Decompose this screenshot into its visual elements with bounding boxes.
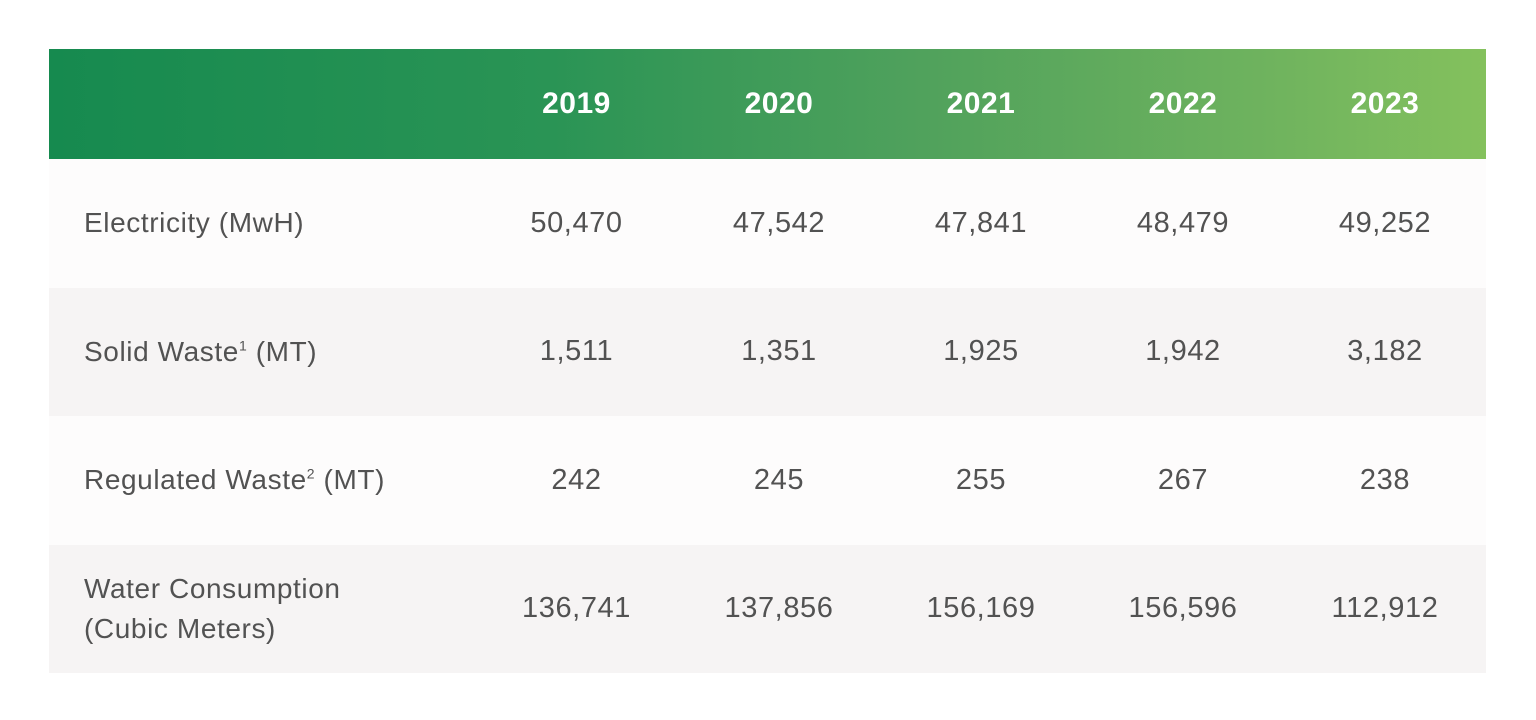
table-header: 2019 2020 2021 2022 2023 — [49, 49, 1486, 159]
year-header-2021: 2021 — [946, 87, 1016, 120]
table-row-solid-waste: Solid Waste1 (MT) 1,511 1,351 1,925 1,94… — [49, 287, 1486, 416]
table-cell: 48,479 — [1136, 206, 1230, 239]
table-cell: 47,542 — [732, 206, 826, 239]
table-cell: 245 — [753, 463, 805, 496]
label-unit: (MT) — [315, 464, 385, 496]
table-cell: 238 — [1359, 463, 1411, 496]
table-cell: 137,856 — [724, 592, 834, 625]
label-text: Solid Waste — [84, 335, 239, 367]
table-cell: 1,925 — [943, 335, 1019, 368]
year-header-2020: 2020 — [744, 87, 814, 120]
table-cell: 255 — [955, 463, 1007, 496]
table-cell: 242 — [551, 463, 602, 496]
table-row-electricity: Electricity (MwH) 50,470 47,542 47,841 4… — [49, 159, 1486, 288]
table-row-regulated-waste: Regulated Waste2 (MT) 242 245 255 267 23… — [49, 416, 1486, 545]
year-header-2023: 2023 — [1350, 87, 1420, 120]
row-label-solid-waste: Solid Waste1 (MT) — [49, 332, 475, 372]
table-cell: 49,252 — [1338, 206, 1432, 239]
label-unit: (MT) — [247, 335, 318, 367]
table-cell: 112,912 — [1331, 592, 1439, 625]
table-row-water-consumption: Water Consumption (Cubic Meters) 136,741… — [49, 544, 1486, 673]
row-label-electricity: Electricity (MwH) — [84, 207, 305, 239]
environmental-data-table: 2019 2020 2021 2022 2023 Electricity (Mw… — [49, 49, 1486, 673]
table-cell: 1,942 — [1145, 335, 1221, 368]
label-line-2: (Cubic Meters) — [84, 612, 276, 644]
table-cell: 156,169 — [926, 592, 1036, 625]
row-label-water-consumption: Water Consumption (Cubic Meters) — [49, 569, 475, 649]
label-text: Regulated Waste — [84, 464, 307, 496]
table-cell: 1,511 — [539, 335, 614, 368]
year-header-2022: 2022 — [1148, 87, 1218, 120]
year-header-2019: 2019 — [542, 87, 611, 120]
table-cell: 136,741 — [521, 592, 632, 625]
table-cell: 3,182 — [1347, 335, 1423, 368]
footnote-marker: 2 — [306, 465, 316, 482]
table-cell: 156,596 — [1128, 592, 1238, 625]
table-cell: 50,470 — [530, 206, 623, 239]
label-line-1: Water Consumption — [84, 572, 341, 604]
row-label-regulated-waste: Regulated Waste2 (MT) — [49, 460, 475, 500]
table-cell: 267 — [1157, 463, 1209, 496]
footnote-marker: 1 — [238, 337, 248, 354]
table-cell: 1,351 — [741, 335, 817, 368]
table-cell: 47,841 — [934, 206, 1028, 239]
